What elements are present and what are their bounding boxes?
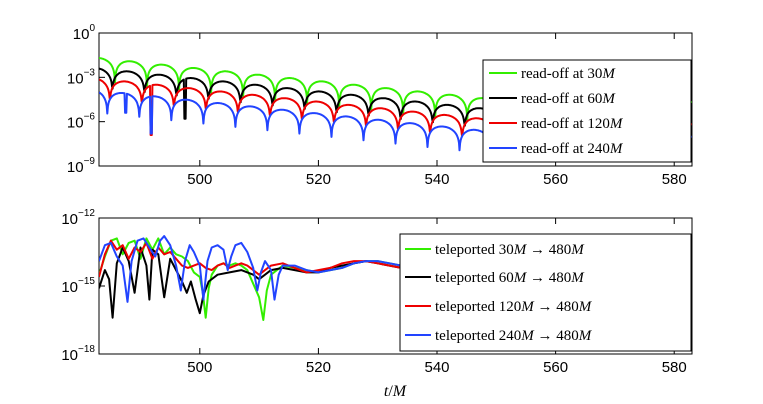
top-legend-label-1: read-off at 60M xyxy=(521,91,616,107)
bottom-y-tick-label-0: 10−12 xyxy=(61,208,95,228)
bottom-x-tick-label-2: 540 xyxy=(424,359,449,376)
bottom-legend-label-3: teleported 240M → 480M xyxy=(435,328,593,344)
bottom-legend-entry-1: teleported 60M → 480M xyxy=(405,270,585,286)
top-series-group xyxy=(99,57,692,152)
top-y-tick-label-0: 100 xyxy=(73,23,96,43)
top-y-tick-label-1: 10−3 xyxy=(67,67,96,87)
top-legend: read-off at 30M read-off at 60M read-off… xyxy=(482,59,692,163)
top-legend-entry-1: read-off at 60M xyxy=(489,91,616,107)
top-series-line-0 xyxy=(99,57,692,121)
bottom-y-tick-label-2: 10−18 xyxy=(61,344,95,364)
top-series-line-1 xyxy=(99,67,692,127)
top-x-tick-label-3: 560 xyxy=(543,171,568,188)
top-legend-label-0: read-off at 30M xyxy=(521,66,616,82)
top-legend-label-2: read-off at 120M xyxy=(521,116,624,132)
bottom-legend: teleported 30M → 480M teleported 60M → 4… xyxy=(399,233,692,352)
bottom-x-axis-label: t/M xyxy=(384,383,408,400)
top-panel: 500 520 540 560 580 100 10−3 10−6 10−9 read-off … xyxy=(67,23,693,188)
top-legend-entry-2: read-off at 120M xyxy=(489,116,624,132)
bottom-x-tick-label-4: 580 xyxy=(662,359,687,376)
top-series-line-2 xyxy=(99,78,692,137)
bottom-series-line-3 xyxy=(99,235,485,303)
bottom-legend-entry-3: teleported 240M → 480M xyxy=(405,328,593,344)
bottom-series-group xyxy=(99,235,485,321)
bottom-ticks: 500 520 540 560 580 10−12 10−15 10−18 xyxy=(61,208,692,376)
bottom-x-tick-label-3: 560 xyxy=(543,359,568,376)
bottom-legend-label-0: teleported 30M → 480M xyxy=(435,242,585,258)
bottom-panel: 500 520 540 560 580 10−12 10−15 10−18 teleporte… xyxy=(61,208,693,400)
top-y-tick-label-2: 10−6 xyxy=(67,112,96,132)
top-series-line-3 xyxy=(99,91,692,152)
top-legend-entry-3: read-off at 240M xyxy=(489,141,624,157)
bottom-legend-entry-0: teleported 30M → 480M xyxy=(405,242,585,258)
top-ticks: 500 520 540 560 580 100 10−3 10−6 10−9 xyxy=(67,23,692,188)
top-x-tick-label-2: 540 xyxy=(424,171,449,188)
top-legend-box xyxy=(482,59,692,163)
bottom-series-line-2 xyxy=(99,239,485,278)
bottom-legend-entry-2: teleported 120M → 480M xyxy=(405,299,593,315)
bottom-y-tick-label-1: 10−15 xyxy=(61,276,95,296)
bottom-x-tick-label-0: 500 xyxy=(187,359,212,376)
bottom-legend-label-2: teleported 120M → 480M xyxy=(435,299,593,315)
top-legend-label-3: read-off at 240M xyxy=(521,141,624,157)
top-legend-entry-0: read-off at 30M xyxy=(489,66,616,82)
top-y-tick-label-3: 10−9 xyxy=(67,156,96,176)
bottom-legend-label-1: teleported 60M → 480M xyxy=(435,270,585,286)
bottom-x-tick-label-1: 520 xyxy=(306,359,331,376)
top-x-tick-label-0: 500 xyxy=(187,171,212,188)
top-x-tick-label-1: 520 xyxy=(306,171,331,188)
top-x-tick-label-4: 580 xyxy=(662,171,687,188)
bottom-legend-box xyxy=(399,233,692,352)
